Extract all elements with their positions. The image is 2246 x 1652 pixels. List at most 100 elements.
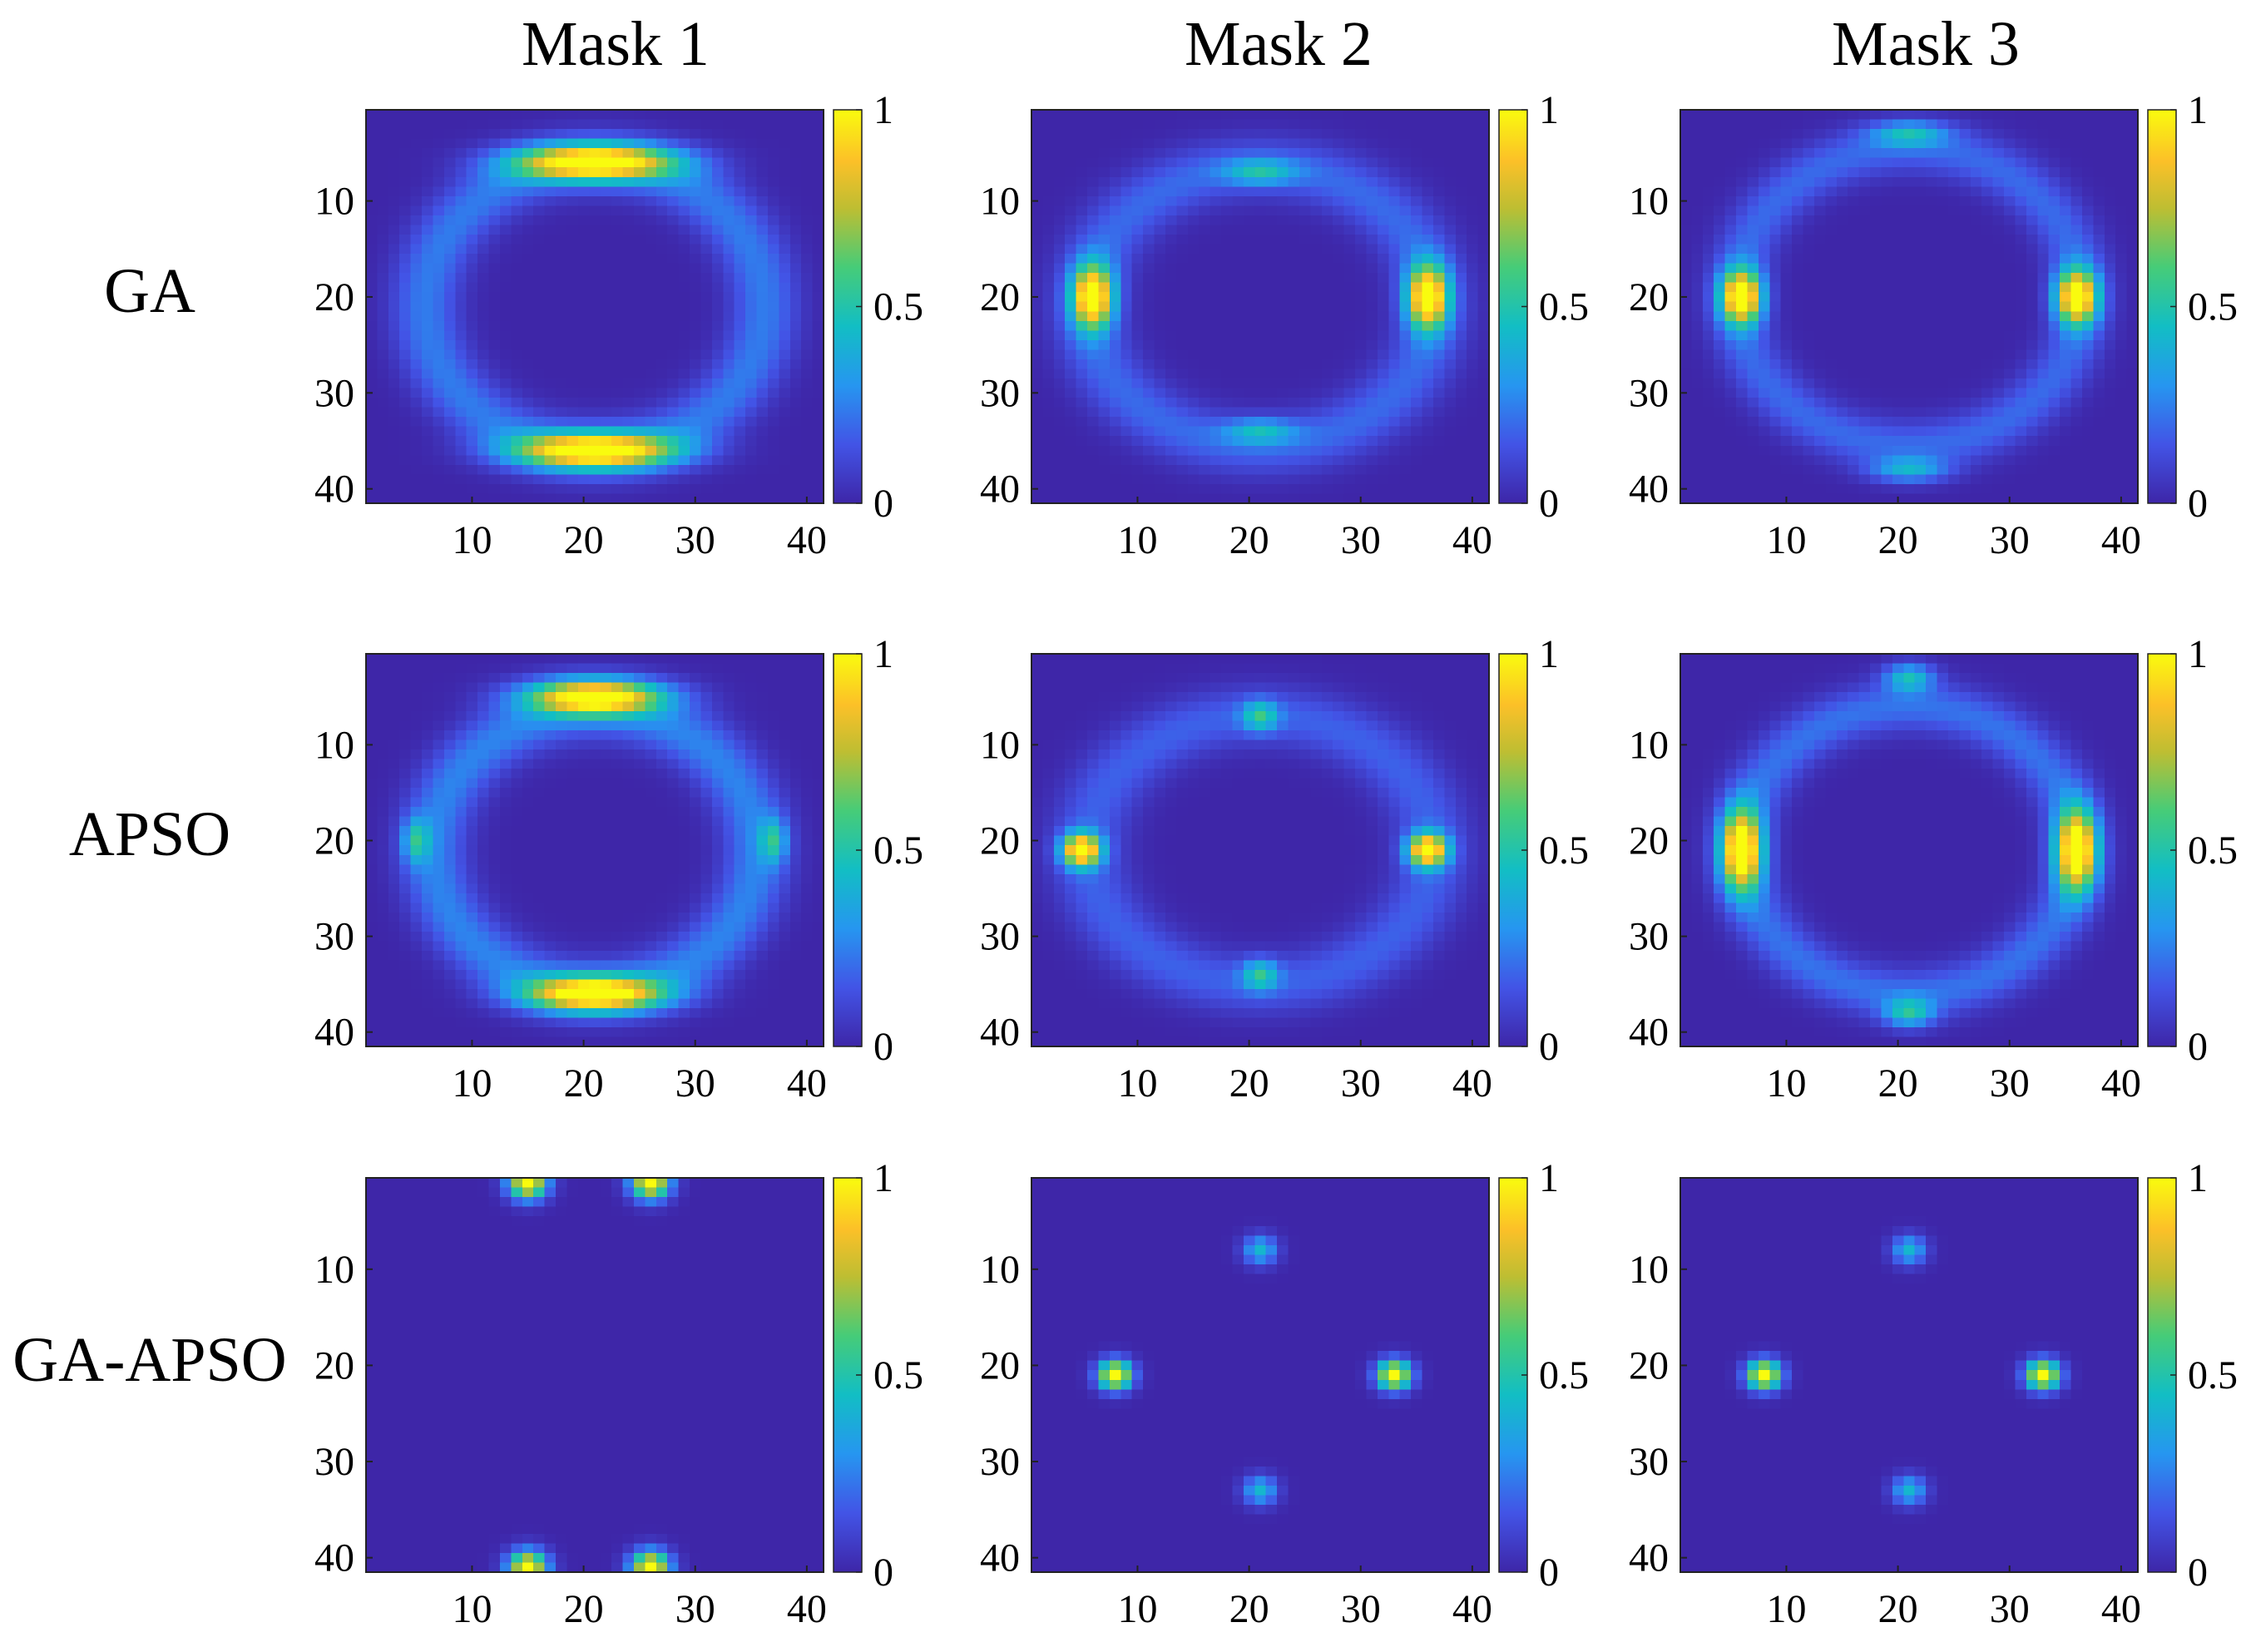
heatmap-cell [1199,110,1211,121]
heatmap-cell [2026,186,2038,197]
heatmap-cell [1098,234,1111,245]
heatmap-cell [589,254,601,265]
heatmap-cell [1691,195,1704,206]
heatmap-cell [533,368,546,379]
heatmap-cell [1031,234,1044,245]
heatmap-cell [377,378,389,389]
heatmap-cell [667,464,680,475]
heatmap-cell [812,417,824,428]
heatmap-cell [388,273,400,284]
heatmap-cell [1087,157,1100,168]
heatmap-cell [1691,263,1704,274]
heatmap-cell [477,436,490,447]
heatmap-cell [1992,244,2005,255]
heatmap-cell [1254,234,1267,245]
heatmap-cell [1355,110,1368,121]
heatmap-cell [488,349,501,360]
heatmap-cell [600,493,612,504]
heatmap-cell [1154,205,1166,216]
heatmap-cell [1243,176,1255,187]
heatmap-cell [1769,244,1782,255]
heatmap-cell [1254,368,1267,379]
heatmap-cell [2104,205,2116,216]
heatmap-cell [1165,167,1177,178]
heatmap-cell [1467,195,1479,206]
heatmap-cell [1836,254,1848,265]
heatmap-cell [388,282,400,293]
heatmap-cell [1881,148,1893,159]
heatmap-cell [1299,225,1311,235]
heatmap-cell [1914,320,1927,331]
heatmap-cell [1892,138,1904,149]
heatmap-cell [655,359,668,370]
heatmap-cell [1432,417,1445,428]
heatmap-cell [1042,254,1055,265]
heatmap-cell [377,388,389,398]
heatmap-cell [1444,398,1457,408]
heatmap-cell [1221,368,1234,379]
heatmap-cell [566,215,579,226]
heatmap-cell [1724,138,1737,149]
heatmap-cell [556,359,568,370]
heatmap-cell [1992,426,2005,437]
heatmap-cell [1769,195,1782,206]
heatmap-cell [1870,349,1882,360]
heatmap-cell [1422,301,1434,312]
heatmap-cell [1937,195,1949,206]
heatmap-cell [443,234,456,245]
heatmap-cell [533,330,546,341]
heatmap-cell [1076,273,1088,284]
heatmap-cell [1288,417,1300,428]
heatmap-cell [1065,110,1077,121]
heatmap-cell [2126,263,2139,274]
heatmap-cell [477,119,490,130]
heatmap-cell [756,110,769,121]
heatmap-cell [812,273,824,284]
heatmap-cell [690,445,702,456]
heatmap-cell [1477,493,1490,504]
heatmap-cell [1747,195,1759,206]
heatmap-cell [1109,215,1121,226]
heatmap-cell [1903,157,1916,168]
heatmap-cell [2104,292,2116,303]
heatmap-cell [388,474,400,485]
heatmap-cell [1199,320,1211,331]
heatmap-cell [1076,378,1088,389]
heatmap-cell [1076,436,1088,447]
heatmap-cell [1926,263,1938,274]
heatmap-cell [745,417,758,428]
heatmap-cell [1366,320,1378,331]
heatmap-cell [2060,282,2072,293]
heatmap-cell [756,445,769,456]
heatmap-cell [1858,167,1871,178]
heatmap-cell [1121,282,1133,293]
heatmap-cell [1836,138,1848,149]
heatmap-cell [1031,493,1044,504]
heatmap-cell [1210,215,1222,226]
heatmap-cell [1366,254,1378,265]
heatmap-cell [589,407,601,418]
x-tick-label: 10 [452,518,492,562]
heatmap-cell [711,455,724,466]
heatmap-cell [443,426,456,437]
heatmap-cell [366,148,378,159]
heatmap-cell [566,167,579,178]
heatmap-cell [577,138,590,149]
heatmap-cell [1758,167,1770,178]
heatmap-cell [566,292,579,303]
heatmap-cell [1121,195,1133,206]
heatmap-cell [1187,205,1200,216]
heatmap-cell [488,368,501,379]
heatmap-cell [1959,464,1971,475]
heatmap-cell [600,263,612,274]
heatmap-cell [589,349,601,360]
heatmap-cell [1265,483,1278,495]
heatmap-cell [2081,436,2094,447]
heatmap-cell [1399,273,1412,284]
heatmap-cell [1288,234,1300,245]
heatmap-cell [2015,225,2027,235]
heatmap-cell [1355,426,1368,437]
heatmap-cell [711,330,724,341]
heatmap-cell [1467,234,1479,245]
heatmap-cell [1388,110,1401,121]
